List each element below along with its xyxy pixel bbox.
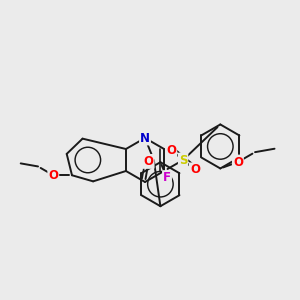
Text: O: O	[190, 164, 200, 176]
Text: O: O	[233, 156, 243, 169]
Text: N: N	[140, 131, 150, 145]
Text: F: F	[163, 171, 171, 184]
Text: O: O	[48, 169, 58, 182]
Text: O: O	[166, 144, 176, 157]
Text: O: O	[144, 155, 154, 168]
Text: S: S	[179, 154, 188, 166]
